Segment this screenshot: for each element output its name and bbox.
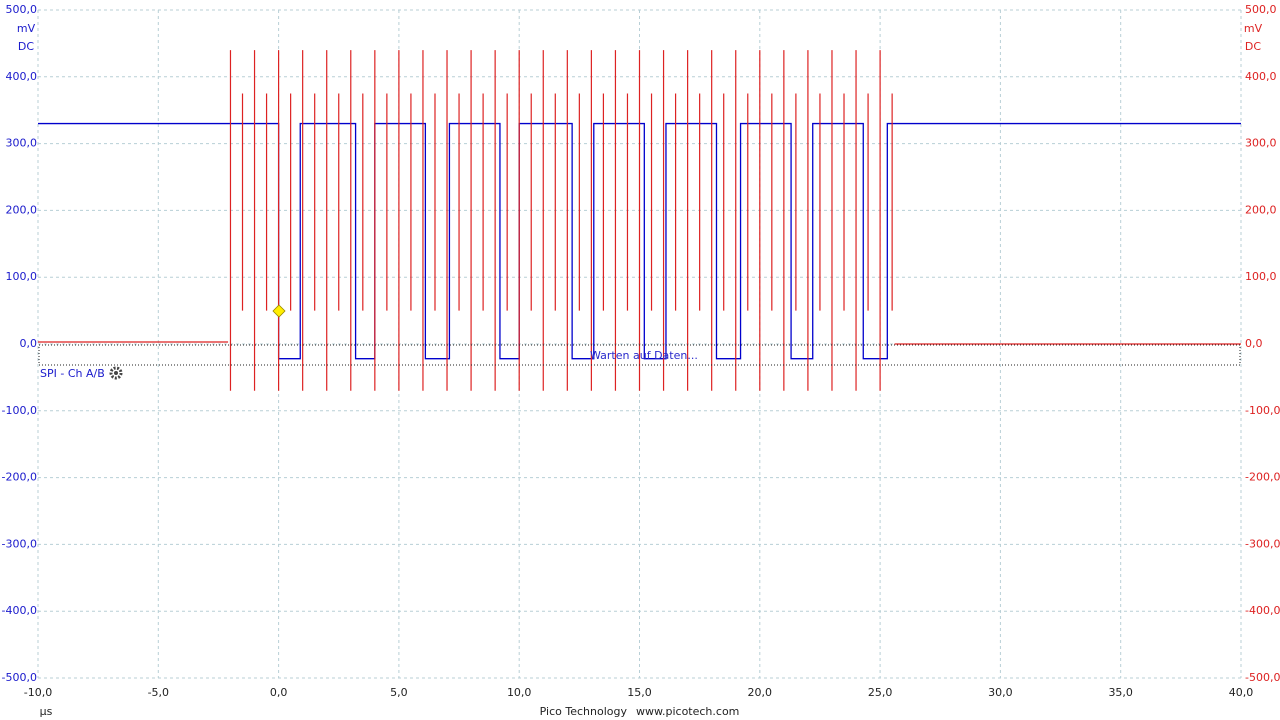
y-coupling: DC bbox=[18, 40, 34, 53]
footer-company: Pico Technology bbox=[540, 705, 628, 718]
y-tick-label: 500,0 bbox=[6, 3, 38, 16]
y2-coupling: DC bbox=[1245, 40, 1261, 53]
footer-url: www.picotech.com bbox=[636, 705, 739, 718]
y2-tick-label: 0,0 bbox=[1245, 337, 1263, 350]
y-tick-label: 0,0 bbox=[20, 337, 38, 350]
y-tick-label: 300,0 bbox=[6, 137, 38, 150]
y2-tick-label: -500,0 bbox=[1245, 671, 1280, 684]
status-text: Warten auf Daten... bbox=[590, 349, 698, 362]
x-tick-label: -10,0 bbox=[24, 686, 52, 699]
x-tick-label: -5,0 bbox=[148, 686, 169, 699]
y2-tick-label: 400,0 bbox=[1245, 70, 1277, 83]
y2-tick-label: 100,0 bbox=[1245, 270, 1277, 283]
decoder-label[interactable]: SPI - Ch A/B bbox=[40, 367, 105, 380]
trace bbox=[38, 341, 1241, 345]
y2-tick-label: -100,0 bbox=[1245, 404, 1280, 417]
y-tick-label: 400,0 bbox=[6, 70, 38, 83]
x-tick-label: 40,0 bbox=[1229, 686, 1254, 699]
x-tick-label: 35,0 bbox=[1108, 686, 1133, 699]
y-tick-label: -200,0 bbox=[2, 471, 37, 484]
x-tick-label: 5,0 bbox=[390, 686, 408, 699]
settings-icon[interactable] bbox=[109, 366, 123, 380]
y2-tick-label: -400,0 bbox=[1245, 604, 1280, 617]
y2-tick-label: 300,0 bbox=[1245, 137, 1277, 150]
y-tick-label: -400,0 bbox=[2, 604, 37, 617]
x-tick-label: 20,0 bbox=[748, 686, 773, 699]
y2-tick-label: 500,0 bbox=[1245, 3, 1277, 16]
y-tick-label: -500,0 bbox=[2, 671, 37, 684]
y-tick-label: -100,0 bbox=[2, 404, 37, 417]
trace bbox=[38, 122, 1241, 360]
y-tick-label: 200,0 bbox=[6, 203, 38, 216]
y-unit: mV bbox=[17, 22, 36, 35]
x-unit: µs bbox=[40, 705, 53, 718]
x-tick-label: 10,0 bbox=[507, 686, 532, 699]
y2-unit: mV bbox=[1244, 22, 1263, 35]
y2-tick-label: -300,0 bbox=[1245, 537, 1280, 550]
x-tick-label: 15,0 bbox=[627, 686, 652, 699]
x-tick-label: 25,0 bbox=[868, 686, 893, 699]
y-tick-label: 100,0 bbox=[6, 270, 38, 283]
trigger-marker[interactable] bbox=[272, 304, 286, 318]
x-tick-label: 0,0 bbox=[270, 686, 288, 699]
x-tick-label: 30,0 bbox=[988, 686, 1013, 699]
y2-tick-label: -200,0 bbox=[1245, 471, 1280, 484]
y-tick-label: -300,0 bbox=[2, 537, 37, 550]
y2-tick-label: 200,0 bbox=[1245, 203, 1277, 216]
decoder-box bbox=[38, 344, 1241, 366]
